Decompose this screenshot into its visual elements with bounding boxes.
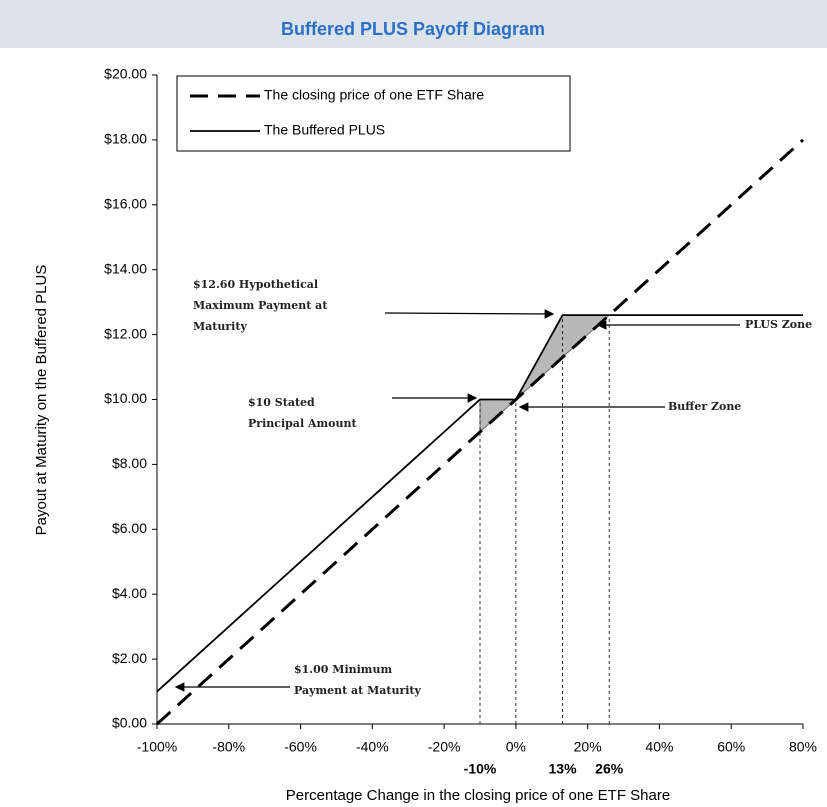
x-tick-label: -40% xyxy=(356,739,389,755)
y-tick-label: $6.00 xyxy=(112,520,147,536)
arrows xyxy=(174,309,740,692)
y-tick-label: $4.00 xyxy=(112,585,147,601)
header-bar xyxy=(0,0,827,48)
annotation: Maturity xyxy=(193,320,247,333)
x-tick-label: -100% xyxy=(137,739,177,755)
y-tick-label: $16.00 xyxy=(104,196,147,212)
annotation: PLUS Zone xyxy=(745,318,812,331)
x-tick-label: 80% xyxy=(789,739,817,755)
y-tick-label: $14.00 xyxy=(104,260,147,276)
y-tick-label: $20.00 xyxy=(104,66,147,82)
annotation: $12.60 Hypothetical xyxy=(193,278,318,291)
y-tick-label: $18.00 xyxy=(104,131,147,147)
arrow xyxy=(384,309,555,319)
marker-label: -10% xyxy=(464,761,497,777)
x-axis-label: Percentage Change in the closing price o… xyxy=(286,787,670,804)
series-line xyxy=(156,314,803,693)
y-tick-label: $12.00 xyxy=(104,325,147,341)
annotation: $10 Stated xyxy=(248,396,315,409)
x-tick-label: 20% xyxy=(574,739,602,755)
x-tick-label: -60% xyxy=(284,739,317,755)
page-title: Buffered PLUS Payoff Diagram xyxy=(281,19,545,39)
legend-box xyxy=(176,75,571,152)
y-axis-label: Payout at Maturity on the Buffered PLUS xyxy=(33,265,50,536)
x-tick-label: 40% xyxy=(645,739,673,755)
annotation: Buffer Zone xyxy=(668,400,741,413)
series-line xyxy=(155,138,805,726)
y-tick-label: $0.00 xyxy=(112,715,147,731)
annotation: Payment at Maturity xyxy=(294,684,422,697)
x-tick-label: 0% xyxy=(506,739,526,755)
marker-label: 13% xyxy=(549,761,578,777)
y-tick-label: $10.00 xyxy=(104,390,147,406)
x-tick-label: -80% xyxy=(212,739,245,755)
annotation: $1.00 Minimum xyxy=(294,663,392,676)
annotation: Principal Amount xyxy=(248,417,357,430)
x-tick-label: 60% xyxy=(717,739,745,755)
legend-label: The closing price of one ETF Share xyxy=(264,87,484,103)
legend-label: The Buffered PLUS xyxy=(264,122,385,138)
y-tick-label: $2.00 xyxy=(112,650,147,666)
x-tick-label: -20% xyxy=(428,739,461,755)
annotation: Maximum Payment at xyxy=(193,299,328,312)
marker-label: 26% xyxy=(595,761,624,777)
y-tick-label: $8.00 xyxy=(112,455,147,471)
